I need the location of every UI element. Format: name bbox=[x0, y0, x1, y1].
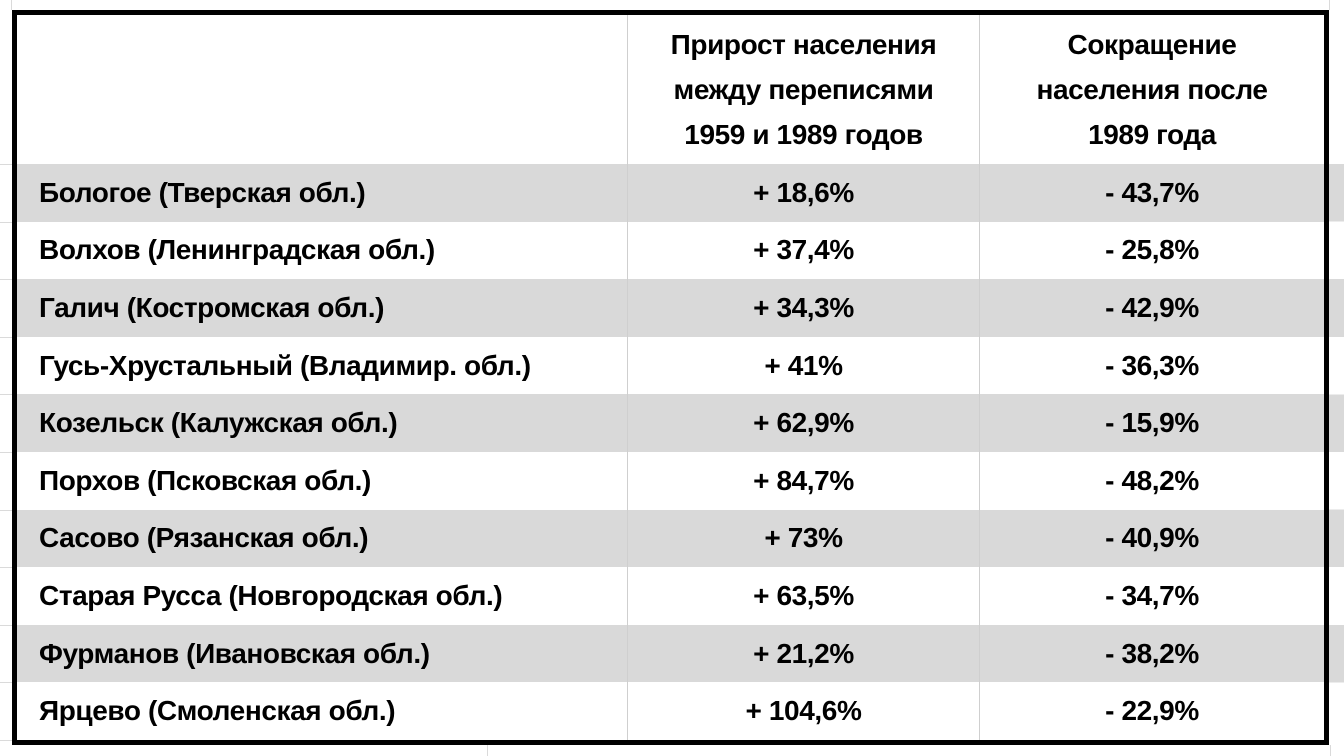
city-cell: Галич (Костромская обл.) bbox=[39, 291, 384, 323]
city-cell: Бологое (Тверская обл.) bbox=[39, 176, 366, 208]
decline-cell: - 48,2% bbox=[979, 451, 1324, 510]
table-row: Фурманов (Ивановская обл.) + 21,2% - 38,… bbox=[17, 624, 1324, 683]
population-change-table: Прирост населения между переписями 1959 и … bbox=[12, 10, 1329, 745]
decline-cell: - 36,3% bbox=[979, 336, 1324, 395]
city-cell: Козельск (Калужская обл.) bbox=[39, 407, 398, 439]
city-cell: Порхов (Псковская обл.) bbox=[39, 464, 371, 496]
city-cell: Ярцево (Смоленская обл.) bbox=[39, 695, 396, 727]
decline-cell: - 15,9% bbox=[979, 394, 1324, 452]
city-cell: Сасово (Рязанская обл.) bbox=[39, 522, 369, 554]
decline-cell: - 22,9% bbox=[979, 682, 1324, 740]
growth-cell: + 41% bbox=[627, 336, 979, 395]
table-row: Старая Русса (Новгородская обл.) + 63,5%… bbox=[17, 567, 1324, 625]
table-row: Галич (Костромская обл.) + 34,3% - 42,9% bbox=[17, 279, 1324, 337]
growth-cell: + 104,6% bbox=[627, 682, 979, 740]
growth-cell: + 73% bbox=[627, 509, 979, 568]
header-growth-cell: Прирост населения между переписями 1959 и … bbox=[627, 15, 979, 164]
table-row: Волхов (Ленинградская обл.) + 37,4% - 25… bbox=[17, 221, 1324, 280]
growth-cell: + 34,3% bbox=[627, 279, 979, 337]
growth-cell: + 62,9% bbox=[627, 394, 979, 452]
table-row: Бологое (Тверская обл.) + 18,6% - 43,7% bbox=[17, 164, 1324, 222]
decline-cell: - 25,8% bbox=[979, 221, 1324, 280]
city-cell: Старая Русса (Новгородская обл.) bbox=[39, 579, 503, 611]
decline-cell: - 38,2% bbox=[979, 624, 1324, 683]
growth-cell: + 18,6% bbox=[627, 164, 979, 222]
city-cell: Волхов (Ленинградская обл.) bbox=[39, 234, 435, 266]
decline-cell: - 42,9% bbox=[979, 279, 1324, 337]
table-row: Сасово (Рязанская обл.) + 73% - 40,9% bbox=[17, 509, 1324, 568]
header-empty-cell bbox=[17, 15, 627, 164]
right-margin-row-stripes bbox=[1329, 164, 1344, 740]
table-row: Ярцево (Смоленская обл.) + 104,6% - 22,9… bbox=[17, 682, 1324, 740]
table-header-row: Прирост населения между переписями 1959 и … bbox=[17, 15, 1324, 164]
city-cell: Гусь-Хрустальный (Владимир. обл.) bbox=[39, 349, 531, 381]
growth-cell: + 21,2% bbox=[627, 624, 979, 683]
decline-cell: - 43,7% bbox=[979, 164, 1324, 222]
table-body: Бологое (Тверская обл.) + 18,6% - 43,7% … bbox=[17, 164, 1324, 740]
decline-cell: - 40,9% bbox=[979, 509, 1324, 568]
header-decline-cell: Сокращение населения после 1989 года bbox=[979, 15, 1324, 164]
table-row: Гусь-Хрустальный (Владимир. обл.) + 41% … bbox=[17, 336, 1324, 395]
table-row: Порхов (Псковская обл.) + 84,7% - 48,2% bbox=[17, 451, 1324, 510]
growth-cell: + 63,5% bbox=[627, 567, 979, 625]
city-cell: Фурманов (Ивановская обл.) bbox=[39, 637, 430, 669]
growth-cell: + 37,4% bbox=[627, 221, 979, 280]
growth-cell: + 84,7% bbox=[627, 451, 979, 510]
decline-cell: - 34,7% bbox=[979, 567, 1324, 625]
table-row: Козельск (Калужская обл.) + 62,9% - 15,9… bbox=[17, 394, 1324, 452]
